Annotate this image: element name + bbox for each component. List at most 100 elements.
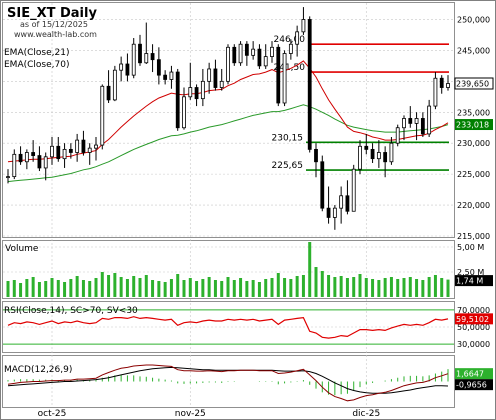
candle-up bbox=[226, 46, 230, 82]
volume-bar bbox=[232, 280, 236, 297]
price-tick-label: 235,000 bbox=[457, 108, 490, 117]
candle-down bbox=[37, 155, 42, 169]
volume-bars bbox=[6, 242, 450, 297]
candle-down bbox=[125, 63, 130, 76]
volume-bar bbox=[408, 277, 412, 297]
volume-bar bbox=[371, 279, 375, 297]
rsi-tick-label: 30,0000 bbox=[457, 340, 490, 349]
volume-bar bbox=[327, 275, 331, 297]
ema21-line bbox=[7, 60, 449, 163]
volume-bar bbox=[295, 276, 299, 297]
volume-bar bbox=[364, 278, 368, 297]
volume-bar bbox=[188, 278, 192, 297]
volume-bar bbox=[383, 278, 387, 297]
volume-value-tag-bg bbox=[455, 275, 493, 287]
volume-bar bbox=[270, 278, 274, 297]
candle-up bbox=[282, 53, 287, 104]
volume-bar bbox=[301, 275, 305, 297]
volume-bar bbox=[201, 279, 205, 297]
candle-up bbox=[433, 77, 438, 107]
volume-bar bbox=[100, 272, 104, 297]
volume-tick-label: 2,50 M bbox=[457, 268, 484, 277]
volume-bar bbox=[283, 278, 287, 297]
price-pane bbox=[2, 2, 455, 238]
candle-up bbox=[288, 43, 293, 54]
candle-down bbox=[364, 145, 369, 150]
candle-up bbox=[50, 145, 54, 158]
macd-value-tag-bg bbox=[455, 368, 493, 380]
volume-bar bbox=[75, 276, 79, 297]
candle-down bbox=[439, 77, 444, 88]
volume-bar bbox=[56, 280, 60, 297]
x-axis-label: nov-25 bbox=[175, 409, 206, 419]
rsi-tick-label: 70,0000 bbox=[457, 306, 490, 315]
volume-bar bbox=[339, 276, 343, 297]
candle-up bbox=[219, 80, 224, 88]
candle-up bbox=[389, 142, 394, 163]
volume-bar bbox=[358, 274, 362, 297]
y-axis-labels: 215,000220,000225,000230,000235,000240,0… bbox=[457, 15, 490, 349]
volume-bar bbox=[245, 281, 249, 297]
ema21-legend: EMA(Close,21) bbox=[4, 48, 69, 58]
candle-up bbox=[87, 147, 92, 153]
volume-bar bbox=[25, 279, 29, 297]
candle-up bbox=[295, 31, 300, 45]
volume-bar bbox=[396, 279, 400, 297]
candle-down bbox=[138, 43, 142, 64]
chart-date: as of 15/12/2025 bbox=[20, 20, 88, 29]
signal-value-tag-bg bbox=[455, 379, 493, 391]
volume-bar bbox=[421, 280, 425, 297]
candle-up bbox=[144, 53, 149, 64]
candle-up bbox=[414, 118, 419, 124]
volume-bar bbox=[440, 278, 444, 297]
candle-down bbox=[307, 19, 312, 150]
volume-bar bbox=[308, 242, 312, 297]
volume-bar bbox=[81, 280, 85, 297]
candle-up bbox=[43, 156, 48, 169]
candle-down bbox=[383, 152, 388, 163]
candle-down bbox=[68, 148, 73, 153]
volume-bar bbox=[37, 282, 41, 297]
grid-lines bbox=[3, 3, 454, 407]
volume-bar bbox=[226, 277, 230, 297]
volume-bar bbox=[125, 279, 129, 297]
candle-down bbox=[320, 161, 325, 209]
volume-bar bbox=[333, 277, 337, 297]
candlesticks bbox=[6, 7, 450, 230]
candle-down bbox=[175, 71, 180, 129]
x-axis-label: dic-25 bbox=[352, 409, 380, 419]
candle-up bbox=[395, 127, 400, 144]
macd-line-path bbox=[7, 364, 449, 402]
rsi-label: RSI(Close,14), SC>70, SV<30 bbox=[4, 306, 138, 316]
candle-up bbox=[427, 105, 432, 135]
price-tick-label: 220,000 bbox=[457, 201, 490, 210]
candle-up bbox=[75, 139, 80, 153]
volume-bar bbox=[44, 281, 48, 297]
volume-bar bbox=[213, 280, 217, 297]
ema70-legend: EMA(Close,70) bbox=[4, 60, 69, 70]
ema70-line bbox=[7, 104, 449, 183]
candle-up bbox=[332, 207, 337, 218]
candle-up bbox=[446, 83, 450, 88]
last-price-tag-bg bbox=[454, 77, 494, 90]
volume-bar bbox=[220, 281, 224, 297]
volume-bar bbox=[176, 274, 180, 297]
volume-bar bbox=[157, 281, 161, 297]
rsi-pane bbox=[2, 301, 455, 353]
rsi-series bbox=[3, 309, 454, 345]
volume-bar bbox=[352, 277, 356, 297]
rsi-tick-label: 50,0000 bbox=[457, 323, 490, 332]
candle-up bbox=[119, 63, 124, 71]
volume-tick-label: 5,00 M bbox=[457, 243, 484, 252]
volume-bar bbox=[433, 275, 437, 297]
volume-bar bbox=[207, 277, 211, 297]
rsi-value-tag: 59,5102 bbox=[456, 315, 489, 324]
volume-bar bbox=[415, 279, 419, 297]
volume-bar bbox=[119, 277, 123, 297]
volume-bar bbox=[151, 280, 155, 297]
volume-bar bbox=[257, 282, 261, 297]
volume-bar bbox=[107, 275, 111, 297]
volume-bar bbox=[94, 278, 98, 297]
volume-bar bbox=[251, 280, 255, 297]
candle-down bbox=[18, 153, 23, 163]
